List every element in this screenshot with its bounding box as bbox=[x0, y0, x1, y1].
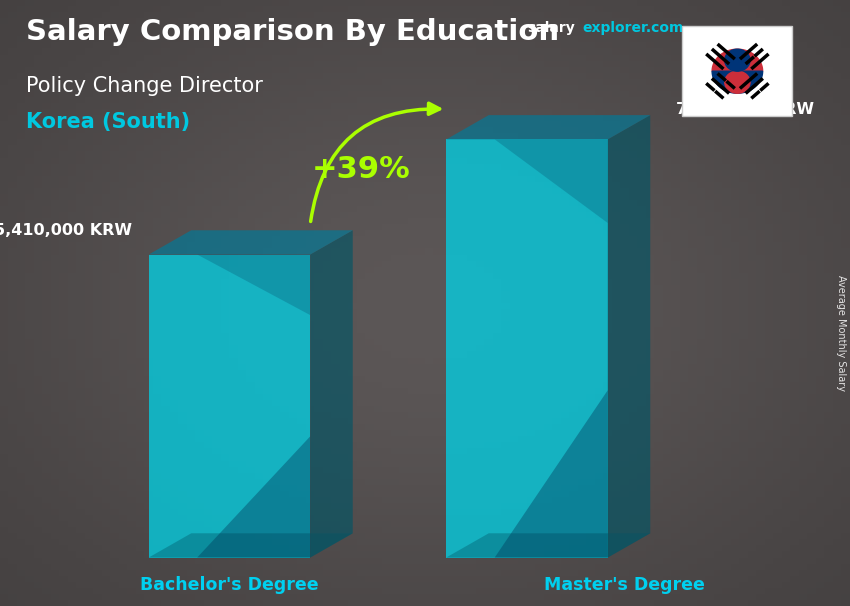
Text: 7,500,000 KRW: 7,500,000 KRW bbox=[676, 102, 813, 116]
Polygon shape bbox=[149, 230, 353, 255]
Circle shape bbox=[712, 49, 762, 93]
Text: 5,410,000 KRW: 5,410,000 KRW bbox=[0, 223, 132, 238]
Polygon shape bbox=[197, 436, 310, 558]
Polygon shape bbox=[197, 255, 310, 315]
Text: Policy Change Director: Policy Change Director bbox=[26, 76, 263, 96]
Polygon shape bbox=[495, 139, 608, 223]
Polygon shape bbox=[446, 533, 650, 558]
Text: Bachelor's Degree: Bachelor's Degree bbox=[140, 576, 319, 594]
Text: Master's Degree: Master's Degree bbox=[544, 576, 706, 594]
Polygon shape bbox=[712, 49, 762, 71]
Text: Korea (South): Korea (South) bbox=[26, 112, 190, 132]
Text: Salary Comparison By Education: Salary Comparison By Education bbox=[26, 18, 558, 46]
Text: salary: salary bbox=[527, 21, 575, 35]
Polygon shape bbox=[310, 230, 353, 558]
Polygon shape bbox=[608, 115, 650, 558]
Polygon shape bbox=[446, 115, 650, 139]
Text: Average Monthly Salary: Average Monthly Salary bbox=[836, 275, 846, 391]
FancyBboxPatch shape bbox=[683, 26, 792, 116]
Polygon shape bbox=[446, 139, 608, 558]
Circle shape bbox=[725, 71, 750, 93]
Polygon shape bbox=[149, 255, 310, 558]
Circle shape bbox=[725, 49, 750, 72]
Polygon shape bbox=[712, 71, 762, 93]
Polygon shape bbox=[149, 533, 353, 558]
Text: +39%: +39% bbox=[312, 155, 411, 184]
Text: explorer.com: explorer.com bbox=[582, 21, 683, 35]
Polygon shape bbox=[495, 390, 608, 558]
